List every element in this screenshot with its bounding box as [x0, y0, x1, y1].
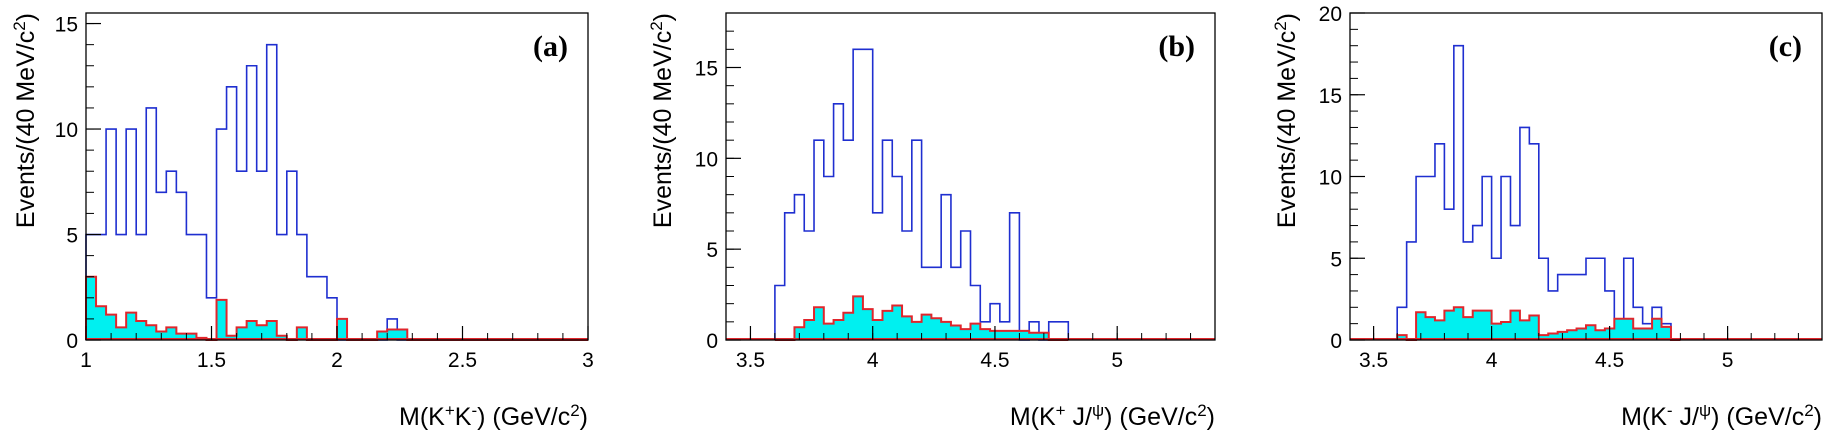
x-axis-title-a-segment: ) [580, 403, 588, 431]
y-axis-title-a: Events/(40 MeV/c2) [10, 13, 40, 228]
data-histogram-c [1396, 44, 1681, 341]
x-axis-title-b-segment: ) (GeV/c [1104, 403, 1197, 431]
y-tick-label-c: 5 [1330, 248, 1342, 271]
x-tick-label-c: 4.5 [1595, 349, 1624, 372]
x-tick-label-b: 4.5 [980, 349, 1009, 372]
x-axis-title-b-superscript: 2 [1197, 401, 1206, 420]
x-axis-title-a-segment: M(K [399, 403, 445, 431]
x-axis-title-b-superscript: ψ [1092, 401, 1104, 420]
y-axis-title-c-segment: Events/(40 MeV/c [1273, 31, 1301, 228]
x-tick-label-a: 1.5 [197, 349, 226, 372]
y-tick-label-a: 5 [66, 225, 78, 248]
x-tick-label-c: 4 [1486, 349, 1498, 372]
plot-frame-a [85, 12, 589, 341]
x-tick-label-a: 2 [331, 349, 343, 372]
y-tick-label-c: 0 [1330, 330, 1342, 353]
x-axis-title-a-segment: K [455, 403, 472, 431]
x-axis-title-a-superscript: - [471, 401, 477, 420]
x-axis-title-b-segment: J/ [1066, 403, 1092, 431]
y-axis-title-b-superscript: 2 [647, 21, 666, 30]
y-tick-label-b: 15 [695, 58, 718, 81]
data-histogram-a [85, 43, 588, 341]
x-tick-label-a: 3 [582, 349, 594, 372]
x-tick-label-b: 5 [1111, 349, 1123, 372]
x-axis-title-c-superscript: - [1667, 401, 1673, 420]
y-tick-label-c: 15 [1319, 85, 1342, 108]
x-axis-title-c-segment: M(K [1621, 403, 1667, 431]
data-histogram-b [774, 48, 1070, 341]
y-tick-label-c: 20 [1319, 3, 1342, 26]
x-axis-title-c: M(K- J/ψ) (GeV/c2) [1621, 401, 1822, 431]
x-axis-title-a: M(K+K-) (GeV/c2) [399, 401, 588, 431]
panel-label-c: (c) [1769, 30, 1802, 63]
y-tick-label-a: 10 [55, 119, 78, 142]
y-tick-label-a: 15 [55, 14, 78, 37]
y-tick-label-b: 5 [706, 239, 718, 262]
x-tick-label-c: 3.5 [1359, 349, 1388, 372]
x-axis-title-b: M(K+ J/ψ) (GeV/c2) [1010, 401, 1215, 431]
x-axis-title-c-segment: ) [1814, 403, 1822, 431]
plot-frame-b [725, 12, 1216, 341]
x-tick-label-a: 1 [80, 349, 92, 372]
x-axis-title-c-segment: ) (GeV/c [1711, 403, 1804, 431]
y-axis-title-c-segment: ) [1273, 13, 1301, 21]
x-axis-title-b-segment: ) [1207, 403, 1215, 431]
y-axis-title-b: Events/(40 MeV/c2) [647, 13, 677, 228]
x-axis-title-c-superscript: ψ [1699, 401, 1711, 420]
x-tick-label-b: 3.5 [736, 349, 765, 372]
x-axis-title-c-segment: J/ [1673, 403, 1699, 431]
background-histogram-outline-b [774, 295, 1069, 341]
x-axis-title-b-segment: M(K [1010, 403, 1056, 431]
y-tick-label-b: 0 [706, 330, 718, 353]
x-tick-label-c: 5 [1722, 349, 1734, 372]
panel-label-b: (b) [1158, 30, 1195, 63]
x-axis-title-a-superscript: + [445, 401, 455, 420]
x-axis-title-a-superscript: 2 [570, 401, 579, 420]
x-tick-label-b: 4 [867, 349, 879, 372]
y-axis-title-c-superscript: 2 [1271, 21, 1290, 30]
y-tick-label-a: 0 [66, 330, 78, 353]
background-histogram-outline-c [1396, 306, 1681, 341]
y-axis-title-a-segment: Events/(40 MeV/c [12, 31, 40, 228]
y-axis-title-a-superscript: 2 [10, 21, 29, 30]
y-tick-label-c: 10 [1319, 167, 1342, 190]
panel-label-a: (a) [533, 30, 568, 63]
x-axis-title-a-segment: ) (GeV/c [477, 403, 570, 431]
y-tick-label-b: 10 [695, 148, 718, 171]
x-tick-label-a: 2.5 [448, 349, 477, 372]
y-axis-title-c: Events/(40 MeV/c2) [1271, 13, 1301, 228]
y-axis-title-b-segment: Events/(40 MeV/c [649, 31, 677, 228]
y-axis-title-b-segment: ) [649, 13, 677, 21]
x-axis-title-c-superscript: 2 [1804, 401, 1813, 420]
y-axis-title-a-segment: ) [12, 13, 40, 21]
x-axis-title-b-superscript: + [1056, 401, 1066, 420]
